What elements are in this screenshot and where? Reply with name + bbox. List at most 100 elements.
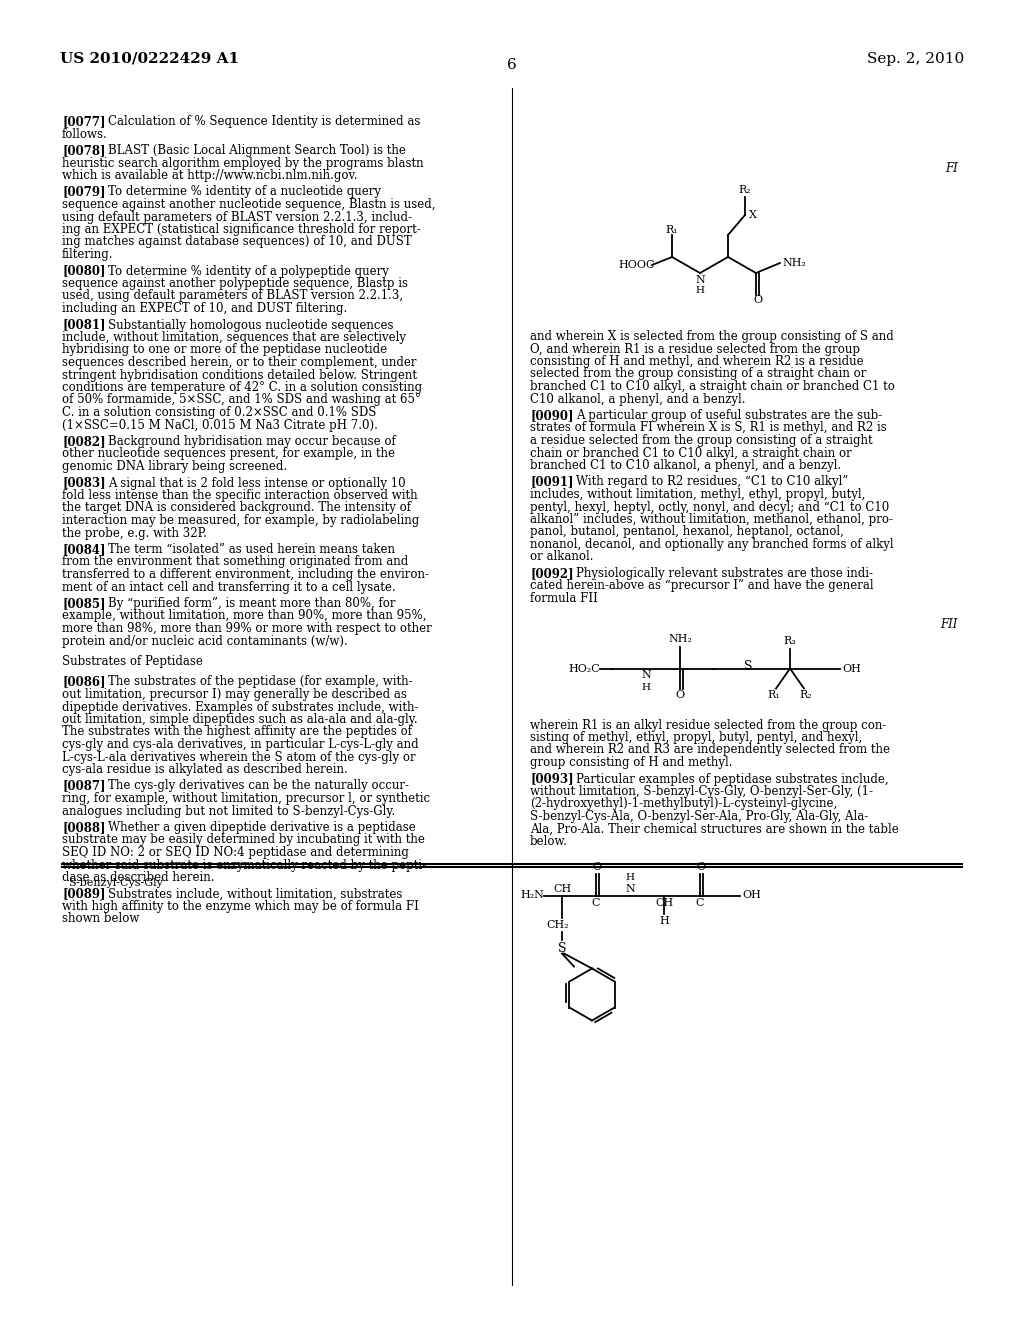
Text: genomic DNA library being screened.: genomic DNA library being screened. xyxy=(62,459,287,473)
Text: consisting of H and methyl, and wherein R2 is a residue: consisting of H and methyl, and wherein … xyxy=(530,355,863,368)
Text: [0088]: [0088] xyxy=(62,821,105,834)
Text: with high affinity to the enzyme which may be of formula FI: with high affinity to the enzyme which m… xyxy=(62,900,419,913)
Text: stringent hybridisation conditions detailed below. Stringent: stringent hybridisation conditions detai… xyxy=(62,368,417,381)
Text: CH: CH xyxy=(655,898,673,908)
Text: include, without limitation, sequences that are selectively: include, without limitation, sequences t… xyxy=(62,331,406,345)
Text: [0083]: [0083] xyxy=(62,477,105,490)
Text: HOOC: HOOC xyxy=(618,260,654,271)
Text: To determine % identity of a nucleotide query: To determine % identity of a nucleotide … xyxy=(108,186,381,198)
Text: of 50% formamide, 5×SSC, and 1% SDS and washing at 65°: of 50% formamide, 5×SSC, and 1% SDS and … xyxy=(62,393,421,407)
Text: The substrates with the highest affinity are the peptides of: The substrates with the highest affinity… xyxy=(62,726,412,738)
Text: H: H xyxy=(659,916,669,925)
Text: conditions are temperature of 42° C. in a solution consisting: conditions are temperature of 42° C. in … xyxy=(62,381,422,393)
Text: heuristic search algorithm employed by the programs blastn: heuristic search algorithm employed by t… xyxy=(62,157,424,169)
Text: SEQ ID NO: 2 or SEQ ID NO:4 peptidase and determining: SEQ ID NO: 2 or SEQ ID NO:4 peptidase an… xyxy=(62,846,409,859)
Text: S-benzyl-Cys-Ala, O-benzyl-Ser-Ala, Pro-Gly, Ala-Gly, Ala-: S-benzyl-Cys-Ala, O-benzyl-Ser-Ala, Pro-… xyxy=(530,810,868,822)
Text: FI: FI xyxy=(945,162,958,176)
Text: more than 98%, more than 99% or more with respect to other: more than 98%, more than 99% or more wit… xyxy=(62,622,432,635)
Text: pentyl, hexyl, heptyl, octly, nonyl, and decyl; and “C1 to C10: pentyl, hexyl, heptyl, octly, nonyl, and… xyxy=(530,500,889,513)
Text: C: C xyxy=(592,898,600,908)
Text: BLAST (Basic Local Alignment Search Tool) is the: BLAST (Basic Local Alignment Search Tool… xyxy=(108,144,406,157)
Text: O: O xyxy=(676,690,685,701)
Text: To determine % identity of a polypeptide query: To determine % identity of a polypeptide… xyxy=(108,264,389,277)
Text: [0079]: [0079] xyxy=(62,186,105,198)
Text: O: O xyxy=(593,862,601,871)
Text: The cys-gly derivatives can be the naturally occur-: The cys-gly derivatives can be the natur… xyxy=(108,780,409,792)
Text: Physiologically relevant substrates are those indi-: Physiologically relevant substrates are … xyxy=(575,568,873,579)
Text: [0085]: [0085] xyxy=(62,597,105,610)
Text: transferred to a different environment, including the environ-: transferred to a different environment, … xyxy=(62,568,429,581)
Text: follows.: follows. xyxy=(62,128,108,140)
Text: a residue selected from the group consisting of a straight: a residue selected from the group consis… xyxy=(530,434,872,447)
Text: [0087]: [0087] xyxy=(62,780,105,792)
Text: H: H xyxy=(695,286,705,294)
Text: branched C1 to C10 alkanol, a phenyl, and a benzyl.: branched C1 to C10 alkanol, a phenyl, an… xyxy=(530,459,842,473)
Text: HO₂C: HO₂C xyxy=(568,664,600,673)
Text: N: N xyxy=(625,883,635,894)
Text: Calculation of % Sequence Identity is determined as: Calculation of % Sequence Identity is de… xyxy=(108,115,421,128)
Text: Particular examples of peptidase substrates include,: Particular examples of peptidase substra… xyxy=(575,772,889,785)
Text: O, and wherein R1 is a residue selected from the group: O, and wherein R1 is a residue selected … xyxy=(530,342,860,355)
Text: sequence against another nucleotide sequence, Blastn is used,: sequence against another nucleotide sequ… xyxy=(62,198,435,211)
Text: [0093]: [0093] xyxy=(530,772,573,785)
Text: sequences described herein, or to their complement, under: sequences described herein, or to their … xyxy=(62,356,417,370)
Text: Substrates of Peptidase: Substrates of Peptidase xyxy=(62,655,203,668)
Text: [0090]: [0090] xyxy=(530,409,573,422)
Text: (2-hydroxyethyl)-1-methylbutyl)-L-cysteinyl-glycine,: (2-hydroxyethyl)-1-methylbutyl)-L-cystei… xyxy=(530,797,838,810)
Text: N: N xyxy=(641,671,651,681)
Text: chain or branched C1 to C10 alkyl, a straight chain or: chain or branched C1 to C10 alkyl, a str… xyxy=(530,446,852,459)
Text: R₃: R₃ xyxy=(783,636,797,647)
Text: CH₂: CH₂ xyxy=(547,920,569,929)
Text: [0080]: [0080] xyxy=(62,264,105,277)
Text: hybridising to one or more of the peptidase nucleotide: hybridising to one or more of the peptid… xyxy=(62,343,387,356)
Text: ing matches against database sequences) of 10, and DUST: ing matches against database sequences) … xyxy=(62,235,412,248)
Text: R₂: R₂ xyxy=(738,185,752,195)
Text: C10 alkanol, a phenyl, and a benzyl.: C10 alkanol, a phenyl, and a benzyl. xyxy=(530,392,745,405)
Text: C: C xyxy=(695,898,705,908)
Text: By “purified form”, is meant more than 80%, for: By “purified form”, is meant more than 8… xyxy=(108,597,395,610)
Text: and wherein X is selected from the group consisting of S and: and wherein X is selected from the group… xyxy=(530,330,894,343)
Text: [0086]: [0086] xyxy=(62,676,105,689)
Text: H₂N: H₂N xyxy=(520,891,544,900)
Text: O: O xyxy=(696,862,706,871)
Text: Whether a given dipeptide derivative is a peptidase: Whether a given dipeptide derivative is … xyxy=(108,821,416,834)
Text: US 2010/0222429 A1: US 2010/0222429 A1 xyxy=(60,51,240,66)
Text: R₁: R₁ xyxy=(768,690,780,701)
Text: using default parameters of BLAST version 2.2.1.3, includ-: using default parameters of BLAST versio… xyxy=(62,210,412,223)
Text: branched C1 to C10 alkyl, a straight chain or branched C1 to: branched C1 to C10 alkyl, a straight cha… xyxy=(530,380,895,393)
Text: (1×SSC=0.15 M NaCl, 0.015 M Na3 Citrate pH 7.0).: (1×SSC=0.15 M NaCl, 0.015 M Na3 Citrate … xyxy=(62,418,378,432)
Text: sisting of methyl, ethyl, propyl, butyl, pentyl, and hexyl,: sisting of methyl, ethyl, propyl, butyl,… xyxy=(530,731,862,744)
Text: below.: below. xyxy=(530,836,568,847)
Text: ring, for example, without limitation, precursor l, or synthetic: ring, for example, without limitation, p… xyxy=(62,792,430,805)
Text: dipeptide derivatives. Examples of substrates include, with-: dipeptide derivatives. Examples of subst… xyxy=(62,701,419,714)
Text: strates of formula FI wherein X is S, R1 is methyl, and R2 is: strates of formula FI wherein X is S, R1… xyxy=(530,421,887,434)
Text: [0092]: [0092] xyxy=(530,568,573,579)
Text: FII: FII xyxy=(941,619,958,631)
Text: X: X xyxy=(749,210,757,220)
Text: OH: OH xyxy=(842,664,861,673)
Text: panol, butanol, pentanol, hexanol, heptanol, octanol,: panol, butanol, pentanol, hexanol, hepta… xyxy=(530,525,844,539)
Text: [0077]: [0077] xyxy=(62,115,105,128)
Text: protein and/or nucleic acid contaminants (w/w).: protein and/or nucleic acid contaminants… xyxy=(62,635,348,648)
Text: from the environment that something originated from and: from the environment that something orig… xyxy=(62,556,409,569)
Text: or alkanol.: or alkanol. xyxy=(530,550,594,564)
Text: including an EXPECT of 10, and DUST filtering.: including an EXPECT of 10, and DUST filt… xyxy=(62,302,347,315)
Text: and wherein R2 and R3 are independently selected from the: and wherein R2 and R3 are independently … xyxy=(530,743,890,756)
Text: [0082]: [0082] xyxy=(62,436,105,447)
Text: selected from the group consisting of a straight chain or: selected from the group consisting of a … xyxy=(530,367,866,380)
Text: ment of an intact cell and transferring it to a cell lysate.: ment of an intact cell and transferring … xyxy=(62,581,395,594)
Text: NH₂: NH₂ xyxy=(668,635,692,644)
Text: Sep. 2, 2010: Sep. 2, 2010 xyxy=(866,51,964,66)
Text: group consisting of H and methyl.: group consisting of H and methyl. xyxy=(530,756,732,770)
Text: sequence against another polypeptide sequence, Blastp is: sequence against another polypeptide seq… xyxy=(62,277,408,290)
Text: analogues including but not limited to S-benzyl-Cys-Gly.: analogues including but not limited to S… xyxy=(62,804,395,817)
Text: cys-ala residue is alkylated as described herein.: cys-ala residue is alkylated as describe… xyxy=(62,763,348,776)
Text: NH₂: NH₂ xyxy=(782,257,806,268)
Text: other nucleotide sequences present, for example, in the: other nucleotide sequences present, for … xyxy=(62,447,395,461)
Text: The term “isolated” as used herein means taken: The term “isolated” as used herein means… xyxy=(108,543,395,556)
Text: without limitation, S-benzyl-Cys-Gly, O-benzyl-Ser-Gly, (1-: without limitation, S-benzyl-Cys-Gly, O-… xyxy=(530,785,873,799)
Text: the probe, e.g. with 32P.: the probe, e.g. with 32P. xyxy=(62,527,207,540)
Text: includes, without limitation, methyl, ethyl, propyl, butyl,: includes, without limitation, methyl, et… xyxy=(530,488,865,502)
Text: which is available at http://www.ncbi.nlm.nih.gov.: which is available at http://www.ncbi.nl… xyxy=(62,169,357,182)
Text: cys-gly and cys-ala derivatives, in particular L-cys-L-gly and: cys-gly and cys-ala derivatives, in part… xyxy=(62,738,419,751)
